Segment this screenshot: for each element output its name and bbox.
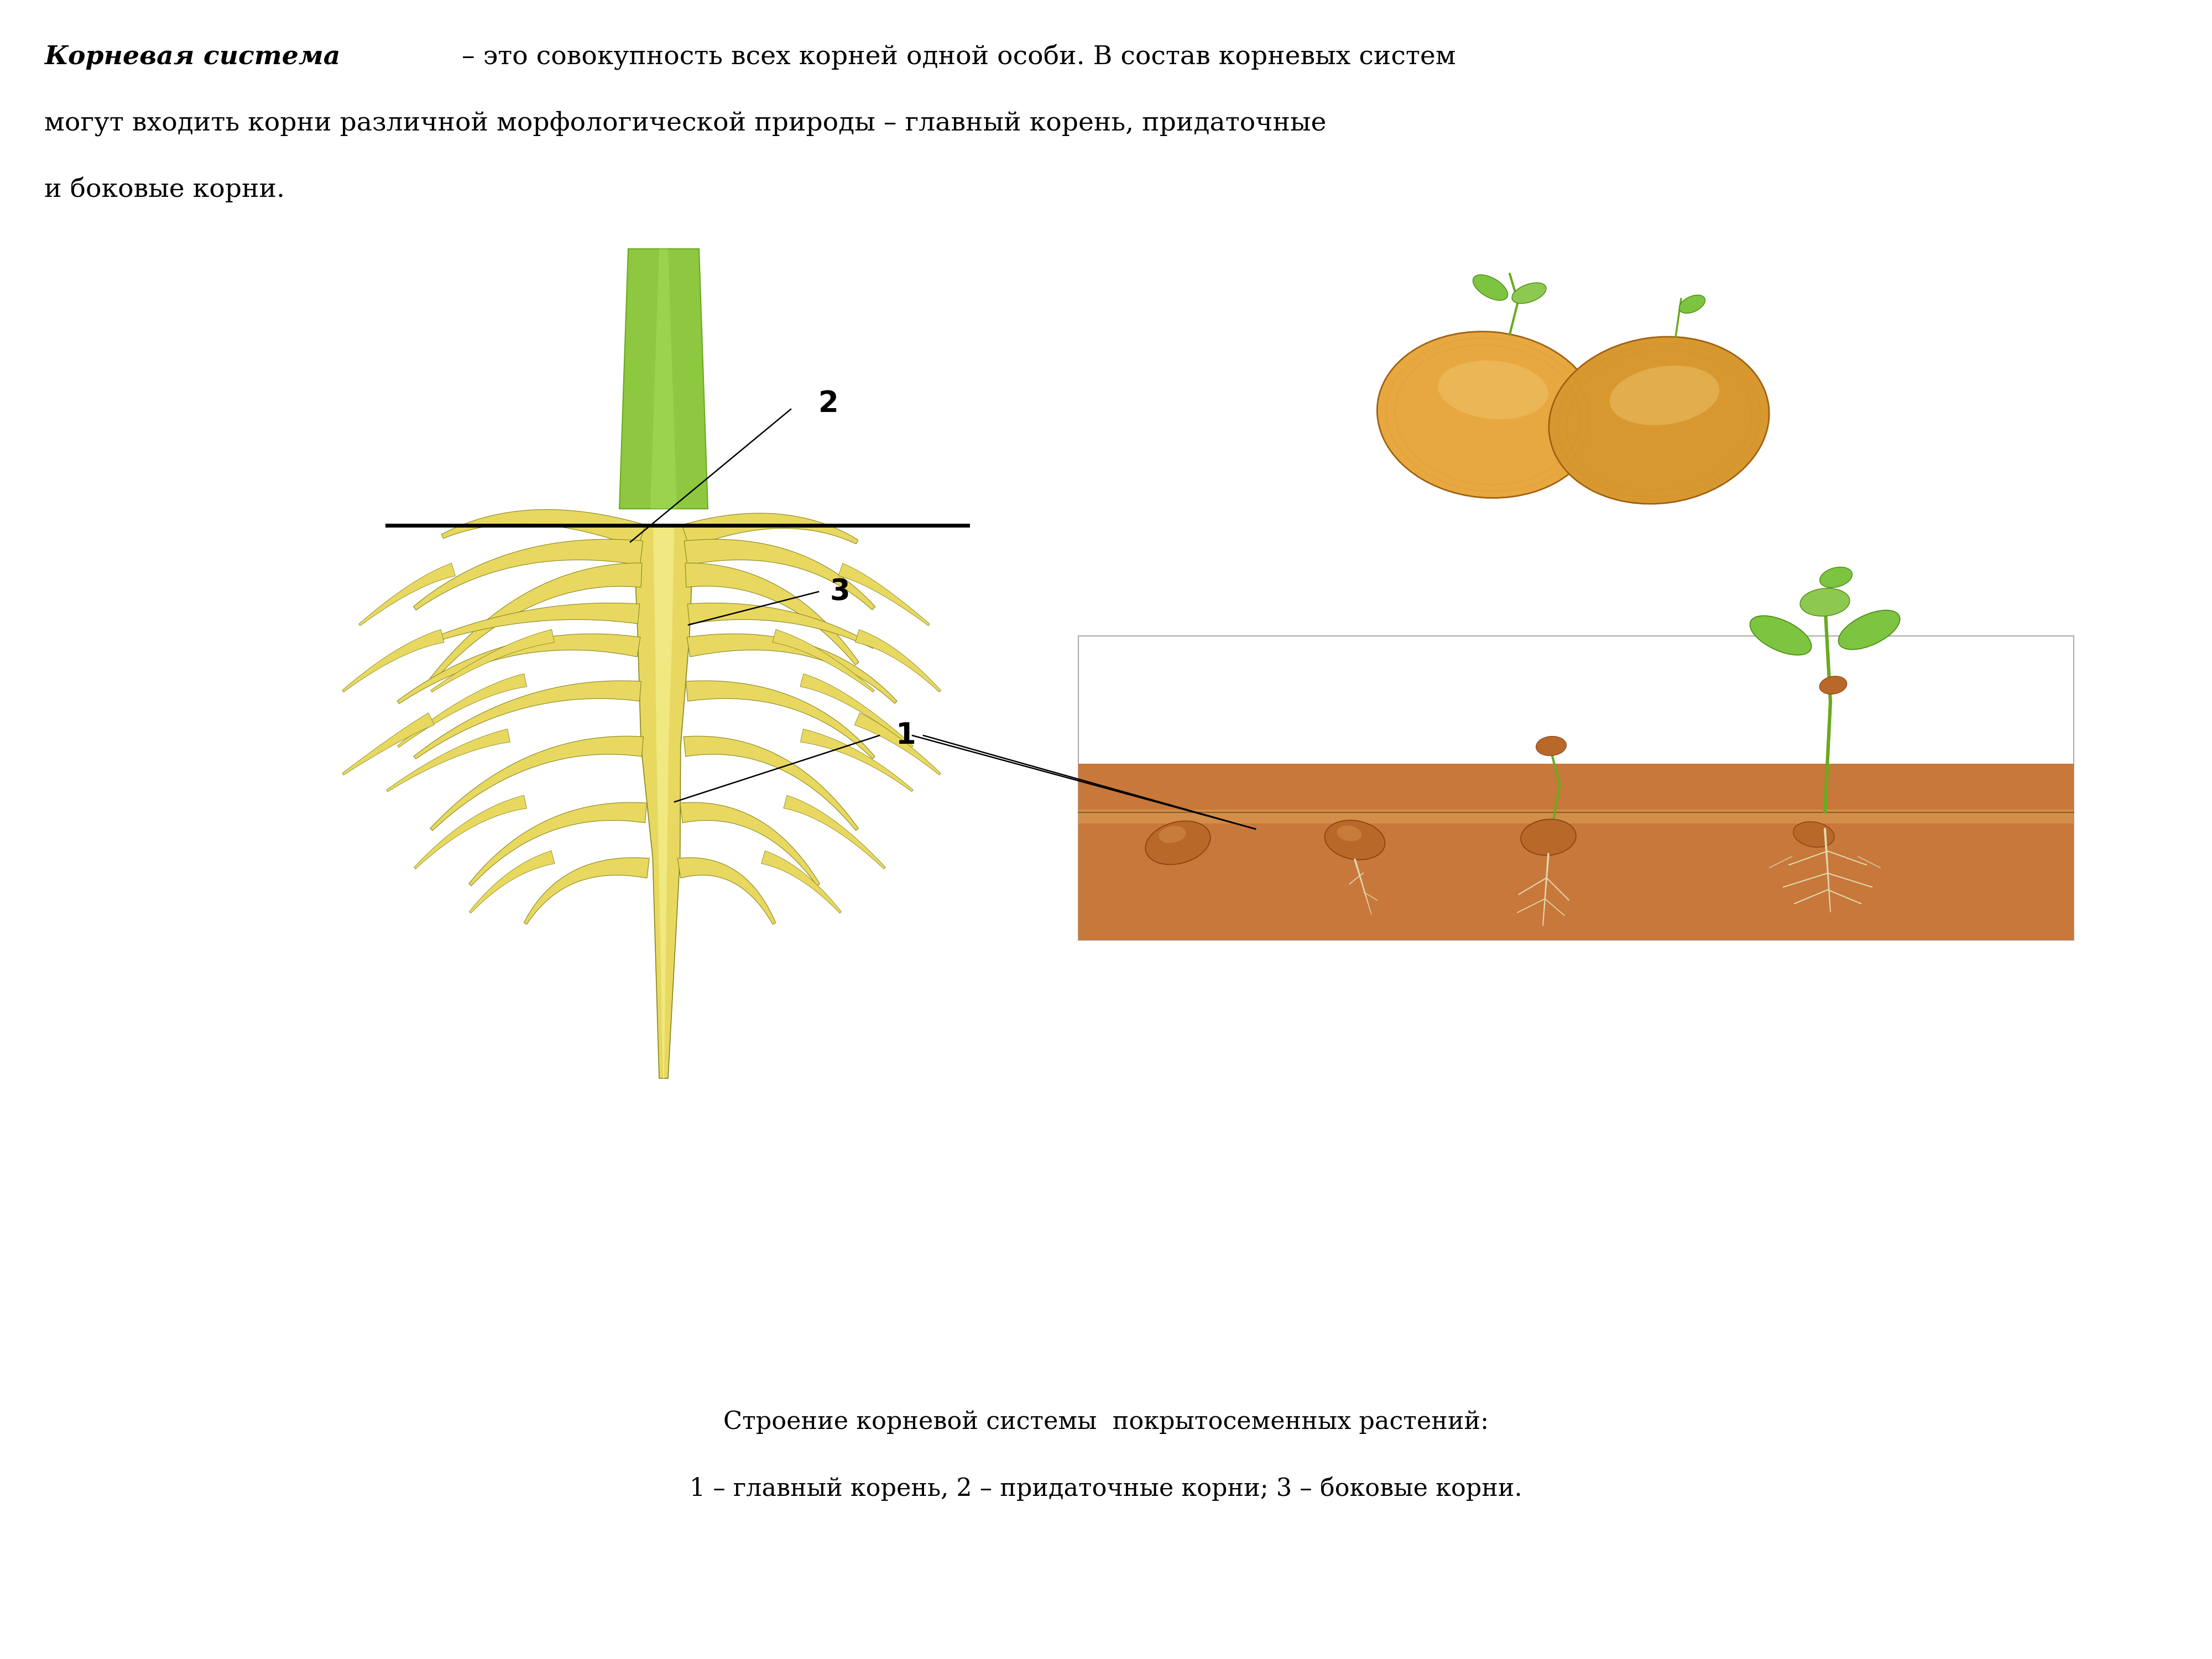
Text: 2: 2	[818, 390, 838, 418]
Polygon shape	[431, 629, 555, 692]
Polygon shape	[684, 539, 876, 611]
Polygon shape	[387, 728, 511, 791]
Polygon shape	[398, 634, 639, 703]
FancyBboxPatch shape	[1079, 635, 2075, 941]
Polygon shape	[801, 674, 914, 748]
Ellipse shape	[1473, 275, 1509, 300]
Ellipse shape	[1511, 282, 1546, 304]
Polygon shape	[414, 602, 639, 649]
Polygon shape	[801, 728, 914, 791]
Polygon shape	[856, 629, 940, 692]
Polygon shape	[633, 526, 695, 1078]
Bar	[1079, 810, 2075, 823]
Ellipse shape	[1146, 821, 1210, 864]
Text: 1 – главный корень, 2 – придаточные корни; 3 – боковые корни.: 1 – главный корень, 2 – придаточные корн…	[690, 1477, 1522, 1501]
Polygon shape	[469, 803, 646, 886]
Polygon shape	[686, 680, 876, 758]
Ellipse shape	[1679, 295, 1705, 314]
Ellipse shape	[1378, 332, 1597, 498]
Polygon shape	[398, 674, 526, 748]
Ellipse shape	[1820, 677, 1847, 693]
Polygon shape	[343, 713, 434, 775]
Polygon shape	[619, 249, 708, 509]
Ellipse shape	[1535, 737, 1566, 757]
Polygon shape	[761, 851, 841, 912]
Ellipse shape	[1159, 826, 1186, 843]
Ellipse shape	[1820, 567, 1851, 587]
Polygon shape	[429, 737, 644, 831]
Ellipse shape	[1325, 820, 1385, 859]
Text: Корневая система: Корневая система	[44, 45, 341, 70]
Text: могут входить корни различной морфологической природы – главный корень, придаточ: могут входить корни различной морфологич…	[44, 111, 1327, 136]
Ellipse shape	[1750, 615, 1812, 655]
Ellipse shape	[1610, 365, 1719, 425]
Ellipse shape	[1548, 337, 1770, 504]
Polygon shape	[414, 795, 526, 869]
Polygon shape	[442, 509, 646, 547]
Polygon shape	[686, 562, 858, 665]
Ellipse shape	[1838, 611, 1900, 650]
Polygon shape	[653, 526, 675, 1078]
Polygon shape	[358, 562, 456, 625]
Ellipse shape	[1438, 360, 1548, 420]
Text: 1: 1	[896, 722, 916, 750]
Polygon shape	[679, 803, 821, 886]
Polygon shape	[343, 629, 445, 692]
Polygon shape	[838, 564, 929, 625]
Polygon shape	[772, 629, 874, 692]
Polygon shape	[783, 795, 885, 869]
Polygon shape	[469, 851, 555, 912]
Text: Строение корневой системы  покрытосеменных растений:: Строение корневой системы покрытосеменны…	[723, 1410, 1489, 1433]
Polygon shape	[854, 713, 940, 775]
Text: и боковые корни.: и боковые корни.	[44, 178, 285, 202]
Ellipse shape	[1522, 820, 1575, 856]
Polygon shape	[684, 737, 858, 831]
Ellipse shape	[1794, 821, 1834, 848]
Polygon shape	[688, 602, 874, 649]
Ellipse shape	[1336, 826, 1363, 841]
Polygon shape	[688, 634, 898, 703]
Polygon shape	[414, 680, 641, 758]
Polygon shape	[429, 562, 641, 682]
Text: 3: 3	[830, 577, 849, 606]
Polygon shape	[677, 858, 776, 924]
Ellipse shape	[1801, 589, 1849, 615]
Text: – это совокупность всех корней одной особи. В состав корневых систем: – это совокупность всех корней одной осо…	[453, 45, 1455, 70]
Bar	[1079, 763, 2075, 941]
Polygon shape	[414, 539, 644, 611]
Polygon shape	[681, 513, 858, 547]
Polygon shape	[524, 858, 650, 924]
Polygon shape	[650, 249, 677, 509]
